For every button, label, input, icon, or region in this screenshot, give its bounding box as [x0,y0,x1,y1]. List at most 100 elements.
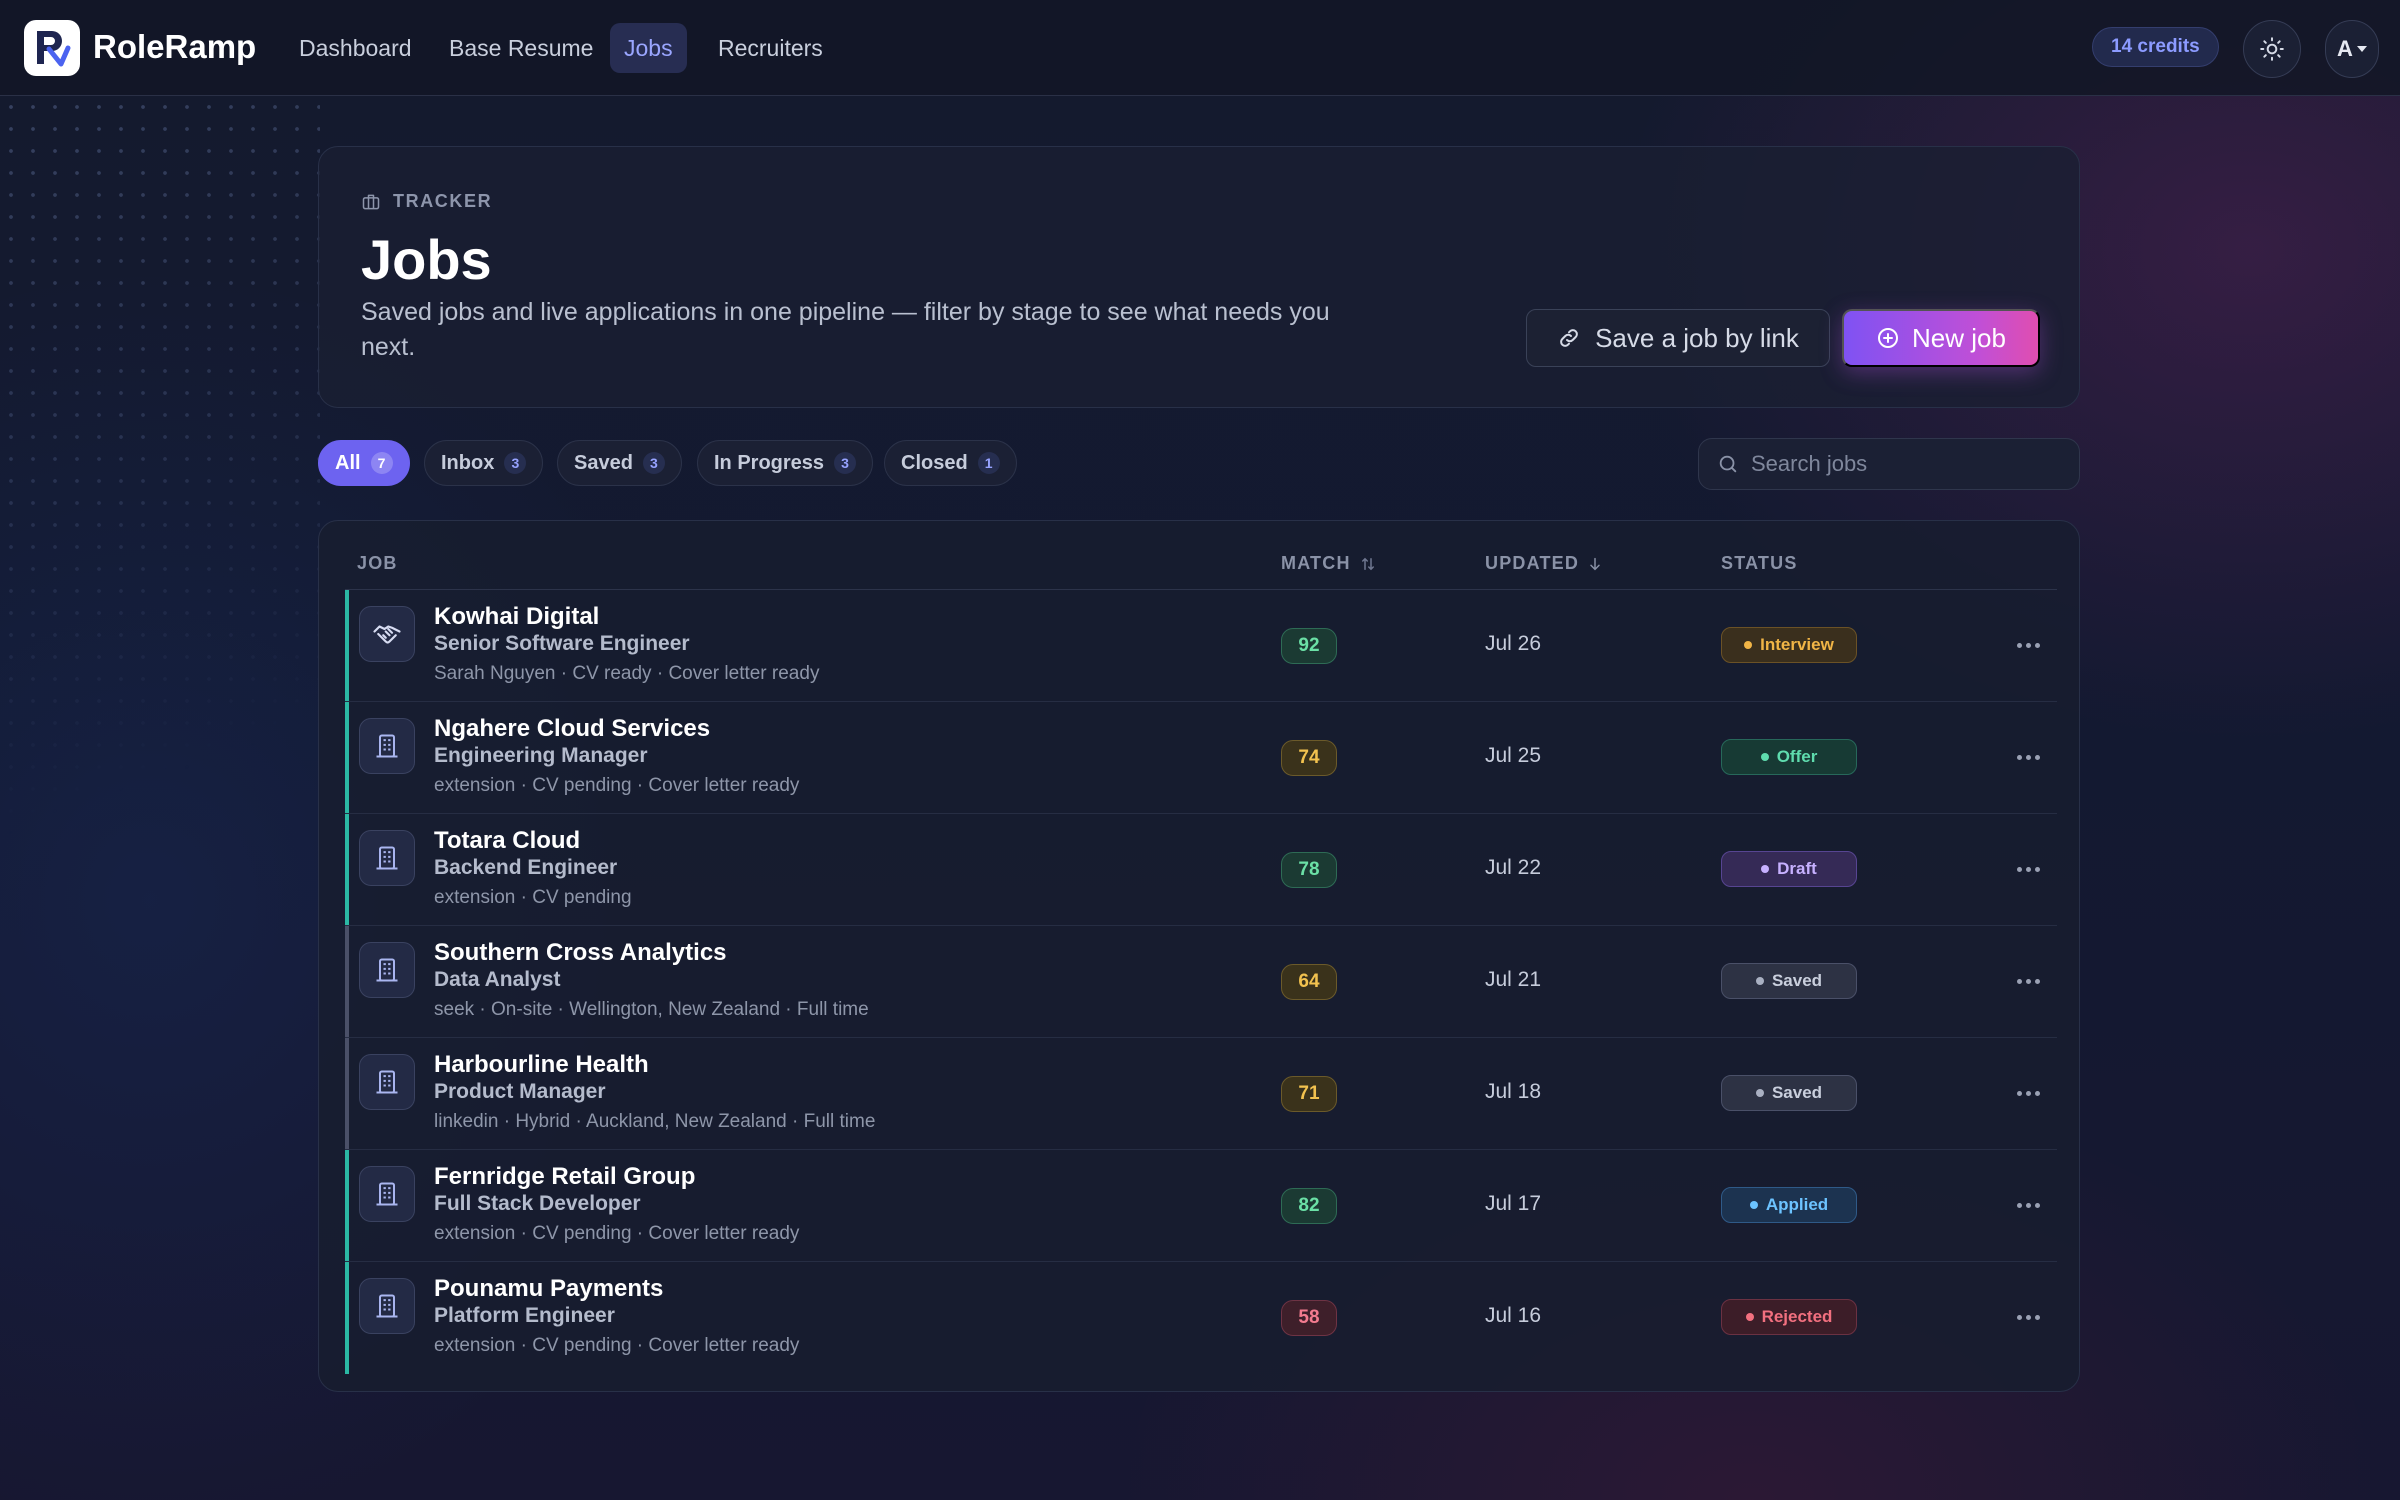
job-role: Full Stack Developer [434,1192,641,1215]
more-options-icon[interactable] [2011,628,2045,662]
handshake-icon [359,606,415,662]
building-icon [359,942,415,998]
column-label: MATCH [1281,553,1351,573]
status-label: Applied [1765,1195,1829,1214]
search-input[interactable] [1751,451,2071,477]
company-name[interactable]: Totara Cloud [434,827,581,854]
filter-count: 7 [370,452,393,474]
job-meta: extension · CV pending · Cover letter re… [434,1223,800,1244]
job-meta: linkedin · Hybrid · Auckland, New Zealan… [434,1111,876,1132]
building-icon [359,718,415,774]
table-row[interactable]: Totara Cloud Backend Engineer extension … [345,814,2057,926]
nav-dashboard[interactable]: Dashboard [299,34,412,61]
job-meta: Sarah Nguyen · CV ready · Cover letter r… [434,663,820,684]
app-logo-icon[interactable] [24,20,80,76]
nav-recruiters[interactable]: Recruiters [718,34,823,61]
credits-badge[interactable]: 14 credits [2092,27,2219,67]
status-badge[interactable]: Applied [1721,1187,1857,1223]
column-header-updated[interactable]: UPDATED [1485,553,1603,574]
status-label: Draft [1777,859,1817,878]
status-dot [1755,977,1764,985]
decorative-dot-grid [0,96,320,856]
new-job-button[interactable]: New job [1842,309,2040,367]
job-meta: seek · On-site · Wellington, New Zealand… [434,999,869,1020]
status-badge[interactable]: Offer [1721,739,1857,775]
filter-inbox[interactable]: Inbox 3 [424,440,544,486]
building-icon [359,1278,415,1334]
filter-in-progress[interactable]: In Progress 3 [697,440,874,486]
updated-date: Jul 26 [1485,632,1542,655]
building-icon [359,1166,415,1222]
theme-toggle-button[interactable] [2243,20,2301,78]
row-accent [345,814,349,925]
match-score-badge: 74 [1281,740,1337,776]
plus-circle-icon [1878,328,1899,348]
sun-icon [2260,37,2284,61]
filter-label: Inbox [441,451,495,474]
eyebrow-label: TRACKER [393,191,493,211]
nav-base-resume[interactable]: Base Resume [449,34,594,61]
company-name[interactable]: Fernridge Retail Group [434,1163,696,1190]
account-menu-button[interactable]: A [2325,20,2379,78]
app-name[interactable]: RoleRamp [93,28,257,65]
more-options-icon[interactable] [2011,1300,2045,1334]
row-accent [345,1262,349,1374]
job-meta: extension · CV pending [434,887,632,908]
search-box[interactable] [1698,438,2080,490]
filter-count: 3 [642,452,665,474]
status-badge[interactable]: Interview [1721,627,1857,663]
company-name[interactable]: Ngahere Cloud Services [434,715,711,742]
status-badge[interactable]: Saved [1721,963,1857,999]
job-role: Platform Engineer [434,1304,615,1327]
column-header-status[interactable]: STATUS [1721,553,1798,574]
column-header-job[interactable]: JOB [357,553,398,574]
column-label: JOB [357,553,398,573]
status-label: Interview [1760,635,1834,654]
updated-date: Jul 17 [1485,1192,1542,1215]
updated-date: Jul 18 [1485,1080,1542,1103]
updated-date: Jul 16 [1485,1304,1542,1327]
table-row[interactable]: Fernridge Retail Group Full Stack Develo… [345,1150,2057,1262]
table-row[interactable]: Pounamu Payments Platform Engineer exten… [345,1262,2057,1374]
status-badge[interactable]: Saved [1721,1075,1857,1111]
match-score-badge: 58 [1281,1300,1337,1336]
status-badge[interactable]: Draft [1721,851,1857,887]
updated-date: Jul 25 [1485,744,1542,767]
briefcase-icon [362,194,380,209]
chevron-down-icon [2356,46,2367,52]
filter-all[interactable]: All 7 [318,440,410,486]
column-label: STATUS [1721,553,1798,573]
filter-closed[interactable]: Closed 1 [884,440,1017,486]
status-dot [1745,1313,1754,1321]
company-name[interactable]: Southern Cross Analytics [434,939,727,966]
status-label: Saved [1771,971,1823,990]
column-header-match[interactable]: MATCH [1281,553,1377,574]
table-row[interactable]: Harbourline Health Product Manager linke… [345,1038,2057,1150]
status-dot [1744,641,1753,649]
company-name[interactable]: Harbourline Health [434,1051,649,1078]
filter-label: In Progress [714,451,825,474]
status-dot [1755,1089,1764,1097]
company-name[interactable]: Pounamu Payments [434,1275,664,1302]
more-options-icon[interactable] [2011,852,2045,886]
filter-saved[interactable]: Saved 3 [557,440,682,486]
more-options-icon[interactable] [2011,964,2045,998]
match-score-badge: 82 [1281,1188,1337,1224]
more-options-icon[interactable] [2011,1076,2045,1110]
save-job-by-link-button[interactable]: Save a job by link [1526,309,1830,367]
building-icon [359,1054,415,1110]
nav-jobs[interactable]: Jobs [610,23,687,73]
more-options-icon[interactable] [2011,1188,2045,1222]
link-icon [1560,329,1578,347]
page-eyebrow: TRACKER [361,191,492,212]
match-score-badge: 78 [1281,852,1337,888]
more-options-icon[interactable] [2011,740,2045,774]
company-name[interactable]: Kowhai Digital [434,603,600,630]
table-row[interactable]: Southern Cross Analytics Data Analyst se… [345,926,2057,1038]
status-dot [1761,865,1770,873]
filter-count: 3 [504,452,527,474]
table-row[interactable]: Ngahere Cloud Services Engineering Manag… [345,702,2057,814]
filter-count: 1 [977,452,1000,474]
status-badge[interactable]: Rejected [1721,1299,1857,1335]
table-row[interactable]: Kowhai Digital Senior Software Engineer … [345,590,2057,702]
